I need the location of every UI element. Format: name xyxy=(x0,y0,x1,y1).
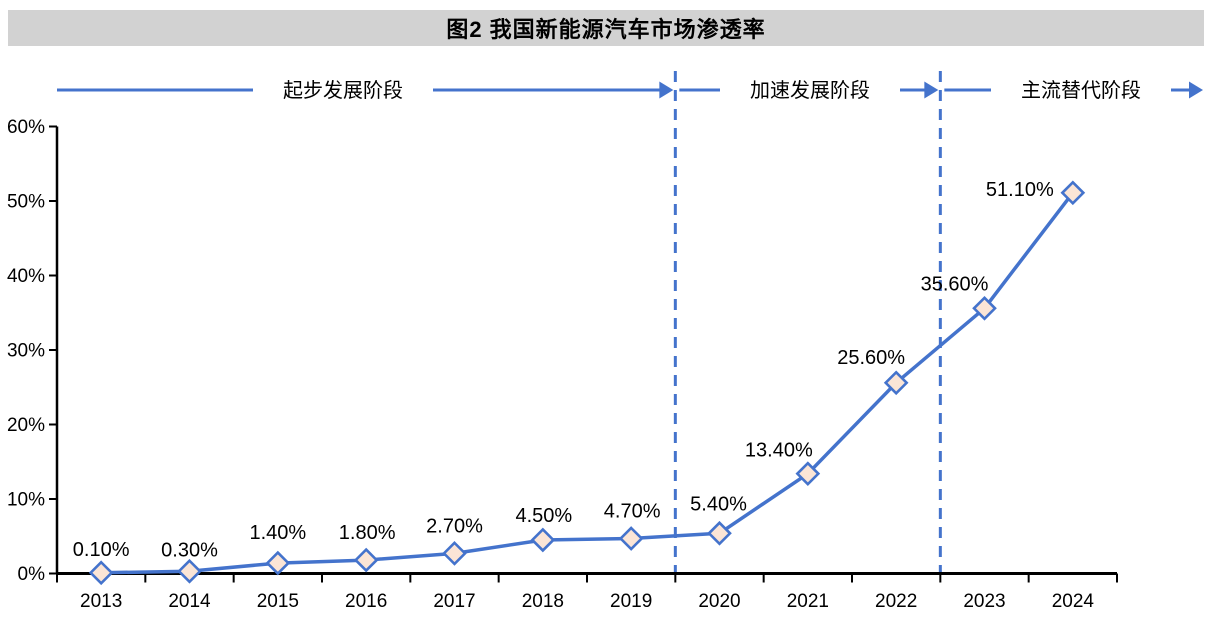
data-point-diamond-marker xyxy=(530,527,556,553)
data-point-diamond-marker xyxy=(795,461,821,487)
phase-label: 主流替代阶段 xyxy=(1021,79,1141,102)
data-point-value-label: 5.40% xyxy=(690,493,747,515)
data-point-diamond-marker xyxy=(707,520,732,546)
x-axis-year-label: 2014 xyxy=(168,591,211,612)
penetration-rate-series-line xyxy=(99,191,1075,575)
data-point-diamond-marker xyxy=(883,370,909,396)
data-point-value-label: 2.70% xyxy=(426,515,483,537)
data-point-value-label: 35.60% xyxy=(921,273,989,295)
data-point-diamond-marker xyxy=(265,550,291,576)
data-point-value-label: 13.40% xyxy=(745,440,813,462)
data-point-value-label: 25.60% xyxy=(837,347,905,369)
phase-label: 起步发展阶段 xyxy=(283,79,403,102)
y-axis-tick-label: 30% xyxy=(7,341,45,362)
data-point-value-label: 0.30% xyxy=(161,539,218,561)
data-point-diamond-marker xyxy=(972,295,997,321)
chart-title-bar: 图2 我国新能源汽车市场渗透率 xyxy=(8,10,1204,46)
data-point-value-label: 1.40% xyxy=(249,522,306,544)
data-point-value-label: 4.50% xyxy=(515,505,572,527)
data-point-diamond-marker xyxy=(1060,180,1086,206)
x-axis-year-label: 2020 xyxy=(698,591,740,612)
data-point-diamond-marker xyxy=(353,547,379,573)
x-axis-year-label: 2016 xyxy=(345,591,387,612)
data-point-diamond-marker xyxy=(618,526,644,551)
y-axis-tick-label: 60% xyxy=(7,117,45,138)
data-point-diamond-marker xyxy=(177,558,202,584)
data-point-diamond-marker xyxy=(442,541,467,566)
phase-label: 加速发展阶段 xyxy=(750,79,870,102)
data-point-diamond-marker xyxy=(88,560,114,586)
chart-title: 图2 我国新能源汽车市场渗透率 xyxy=(446,17,766,42)
y-axis-tick-label: 0% xyxy=(18,564,46,585)
data-point-value-label: 1.80% xyxy=(339,522,396,544)
phase-arrow-head-icon xyxy=(1189,81,1203,99)
phase-arrow-head-icon xyxy=(924,81,939,99)
y-axis-tick-label: 50% xyxy=(7,192,45,213)
x-axis-year-label: 2015 xyxy=(257,591,299,612)
x-axis-year-label: 2013 xyxy=(80,591,122,612)
x-axis-year-label: 2019 xyxy=(610,591,652,612)
y-axis-tick-label: 20% xyxy=(7,415,45,436)
x-axis-year-label: 2017 xyxy=(433,591,475,612)
x-axis-year-label: 2024 xyxy=(1052,591,1095,612)
x-axis-year-label: 2022 xyxy=(875,591,917,612)
data-point-value-label: 4.70% xyxy=(604,500,661,522)
x-axis-year-label: 2021 xyxy=(787,591,829,612)
data-point-value-label: 51.10% xyxy=(986,179,1054,201)
y-axis-tick-label: 40% xyxy=(7,266,45,287)
data-point-value-label: 0.10% xyxy=(73,539,130,561)
x-axis-year-label: 2023 xyxy=(963,591,1005,612)
x-axis-year-label: 2018 xyxy=(522,591,564,612)
phase-arrow-head-icon xyxy=(659,81,674,99)
y-axis-tick-label: 10% xyxy=(7,490,45,511)
